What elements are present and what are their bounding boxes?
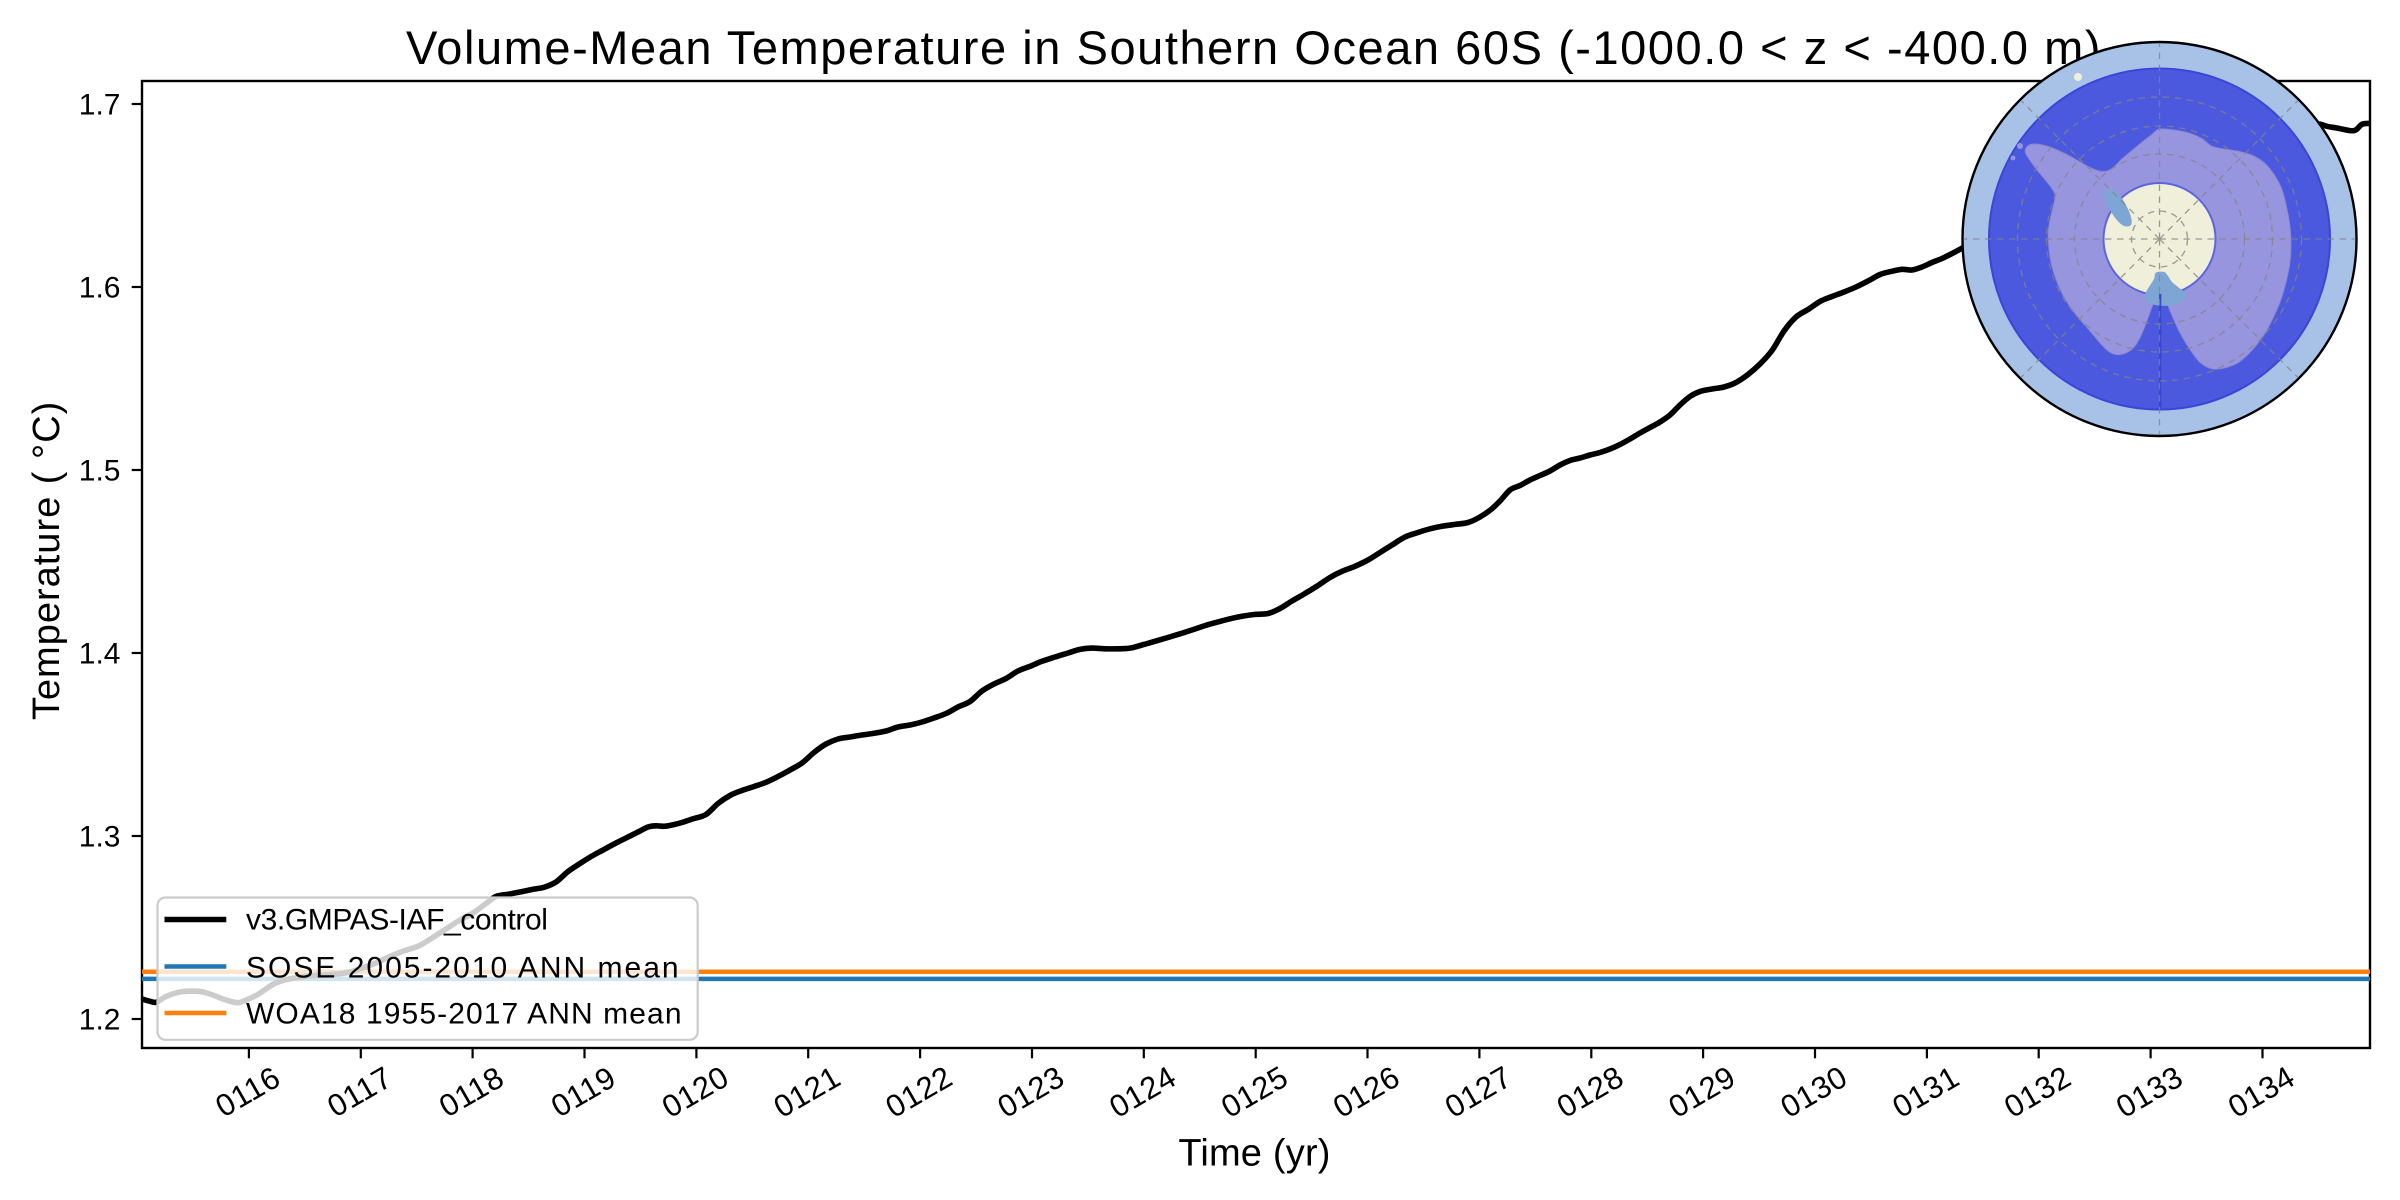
svg-text:0121: 0121 — [768, 1059, 847, 1125]
svg-text:0118: 0118 — [433, 1060, 510, 1124]
svg-text:0133: 0133 — [2110, 1059, 2189, 1125]
svg-text:Temperature ( °C): Temperature ( °C) — [26, 401, 68, 720]
svg-text:0128: 0128 — [1551, 1059, 1630, 1125]
svg-text:0127: 0127 — [1439, 1059, 1518, 1125]
svg-text:0125: 0125 — [1215, 1059, 1294, 1125]
svg-text:0123: 0123 — [992, 1059, 1071, 1125]
svg-text:0130: 0130 — [1775, 1059, 1854, 1125]
svg-text:SOSE 2005-2010 ANN mean: SOSE 2005-2010 ANN mean — [246, 951, 681, 984]
svg-text:1.7: 1.7 — [79, 88, 121, 121]
svg-text:0134: 0134 — [2222, 1059, 2301, 1125]
svg-text:0131: 0131 — [1886, 1059, 1965, 1125]
svg-text:0132: 0132 — [1998, 1059, 2077, 1125]
svg-text:0122: 0122 — [880, 1059, 959, 1125]
svg-text:v3.GMPAS-IAF_control: v3.GMPAS-IAF_control — [246, 903, 548, 936]
svg-text:1.4: 1.4 — [79, 637, 121, 670]
svg-text:Time (yr): Time (yr) — [1178, 1132, 1330, 1174]
svg-text:1.3: 1.3 — [79, 820, 121, 853]
svg-text:1.2: 1.2 — [79, 1003, 121, 1036]
svg-text:0124: 0124 — [1103, 1059, 1182, 1125]
svg-text:0117: 0117 — [321, 1060, 398, 1124]
svg-text:1.5: 1.5 — [79, 454, 121, 487]
svg-text:0126: 0126 — [1327, 1059, 1406, 1125]
svg-text:1.6: 1.6 — [79, 271, 121, 304]
svg-text:Volume-Mean Temperature in Sou: Volume-Mean Temperature in Southern Ocea… — [406, 21, 2102, 74]
svg-text:0116: 0116 — [209, 1060, 286, 1124]
svg-text:0119: 0119 — [545, 1060, 622, 1124]
svg-text:WOA18 1955-2017 ANN mean: WOA18 1955-2017 ANN mean — [246, 997, 683, 1030]
svg-text:0120: 0120 — [656, 1059, 735, 1125]
svg-text:0129: 0129 — [1663, 1059, 1742, 1125]
